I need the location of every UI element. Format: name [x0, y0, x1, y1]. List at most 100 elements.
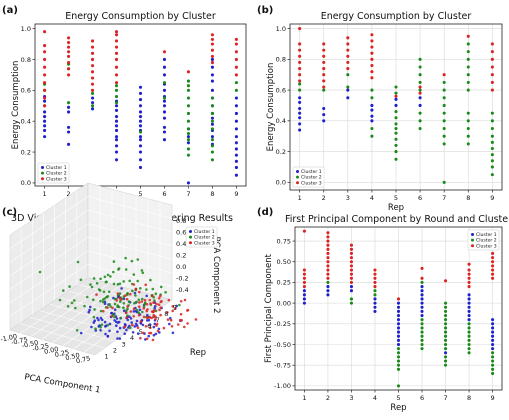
data-point-cluster-1 — [122, 297, 126, 301]
data-point-cluster-2 — [122, 280, 125, 283]
data-point-cluster-3 — [420, 266, 424, 270]
data-point-cluster-1 — [467, 318, 471, 322]
data-point-cluster-2 — [38, 270, 42, 274]
legend-label: Cluster 1 — [301, 169, 322, 175]
data-point-cluster-2 — [122, 306, 125, 310]
data-point-cluster-2 — [186, 127, 191, 131]
data-point-cluster-1 — [154, 332, 158, 336]
data-point-cluster-3 — [467, 280, 471, 284]
data-point-cluster-3 — [346, 42, 350, 46]
data-point-cluster-2 — [83, 304, 86, 308]
data-point-cluster-2 — [119, 316, 122, 320]
data-point-cluster-3 — [418, 85, 422, 89]
data-point-cluster-2 — [442, 80, 446, 84]
data-point-cluster-3 — [149, 326, 152, 330]
data-point-cluster-2 — [490, 119, 494, 123]
data-point-cluster-3 — [148, 298, 152, 302]
x-tick-label: -0.25 — [32, 342, 50, 353]
data-point-cluster-1 — [234, 173, 238, 177]
data-point-cluster-3 — [302, 272, 306, 276]
data-point-cluster-3 — [210, 48, 214, 52]
data-point-cluster-2 — [467, 342, 471, 347]
data-point-cluster-2 — [106, 295, 110, 298]
data-point-cluster-2 — [370, 134, 374, 138]
data-point-cluster-3 — [396, 297, 401, 301]
data-point-cluster-1 — [138, 119, 143, 123]
data-point-cluster-2 — [143, 301, 147, 305]
data-point-cluster-2 — [112, 270, 115, 274]
data-point-cluster-3 — [123, 325, 127, 329]
data-point-cluster-3 — [137, 305, 141, 309]
data-point-cluster-1 — [99, 329, 102, 332]
x-tick-label: 5 — [138, 190, 142, 198]
data-point-cluster-1 — [491, 318, 495, 322]
data-point-cluster-2 — [443, 355, 448, 359]
data-point-cluster-1 — [115, 317, 119, 320]
data-point-cluster-2 — [396, 384, 401, 388]
data-point-cluster-2 — [394, 131, 398, 135]
data-point-cluster-3 — [114, 57, 119, 62]
data-point-cluster-1 — [396, 309, 401, 313]
y-tick-label: 0.4 — [21, 118, 31, 126]
data-point-cluster-3 — [322, 48, 326, 52]
data-point-cluster-3 — [302, 268, 306, 272]
data-point-cluster-1 — [396, 334, 401, 338]
data-point-cluster-3 — [234, 73, 238, 77]
data-point-cluster-2 — [210, 144, 214, 148]
data-point-cluster-3 — [210, 54, 214, 58]
data-point-cluster-2 — [142, 305, 146, 308]
data-point-cluster-2 — [68, 285, 71, 288]
data-point-cluster-2 — [490, 146, 494, 151]
data-point-cluster-3 — [210, 42, 214, 46]
data-point-cluster-2 — [491, 351, 495, 355]
data-point-cluster-3 — [67, 54, 71, 58]
data-point-cluster-3 — [490, 42, 494, 46]
data-point-cluster-2 — [370, 88, 374, 92]
data-point-cluster-1 — [113, 308, 117, 312]
data-point-cluster-3 — [491, 268, 495, 272]
data-point-cluster-1 — [152, 333, 156, 337]
data-point-cluster-3 — [162, 326, 166, 330]
data-point-cluster-3 — [346, 60, 350, 64]
data-point-cluster-3 — [43, 65, 47, 69]
legend-marker-cluster-3 — [471, 244, 474, 248]
panel-label-b: (b) — [257, 5, 273, 16]
x-axis-label: Rep — [390, 403, 406, 413]
data-point-cluster-3 — [491, 251, 495, 256]
data-point-cluster-3 — [125, 297, 129, 301]
data-point-cluster-1 — [138, 308, 142, 312]
data-point-cluster-3 — [157, 297, 161, 300]
data-point-cluster-3 — [442, 73, 446, 77]
y-axis-label: First Principal Component — [264, 253, 274, 363]
legend-marker-cluster-2 — [471, 238, 474, 242]
data-point-cluster-2 — [76, 260, 80, 264]
data-point-cluster-2 — [466, 73, 470, 77]
data-point-cluster-1 — [141, 323, 145, 327]
data-point-cluster-3 — [467, 272, 471, 276]
data-point-cluster-2 — [92, 315, 96, 319]
data-point-cluster-1 — [67, 130, 71, 134]
data-point-cluster-2 — [58, 298, 62, 302]
data-point-cluster-2 — [442, 96, 446, 100]
data-point-cluster-1 — [138, 85, 143, 89]
data-point-cluster-3 — [234, 50, 238, 54]
data-point-cluster-1 — [302, 293, 306, 297]
data-point-cluster-2 — [467, 351, 471, 355]
data-point-cluster-2 — [92, 298, 95, 302]
data-point-cluster-2 — [133, 301, 136, 305]
data-point-cluster-3 — [322, 85, 326, 89]
data-point-cluster-3 — [302, 276, 306, 280]
y-tick-label: 0.4 — [276, 117, 286, 125]
data-point-cluster-2 — [90, 104, 95, 108]
data-point-cluster-3 — [326, 264, 330, 268]
data-point-cluster-2 — [442, 88, 446, 92]
y-tick-label: 1.0 — [276, 25, 286, 33]
data-point-cluster-2 — [420, 318, 424, 322]
data-point-cluster-2 — [134, 294, 137, 297]
data-point-cluster-2 — [178, 303, 181, 307]
data-point-cluster-2 — [443, 363, 448, 367]
data-point-cluster-2 — [89, 283, 92, 286]
data-point-cluster-2 — [420, 280, 424, 284]
